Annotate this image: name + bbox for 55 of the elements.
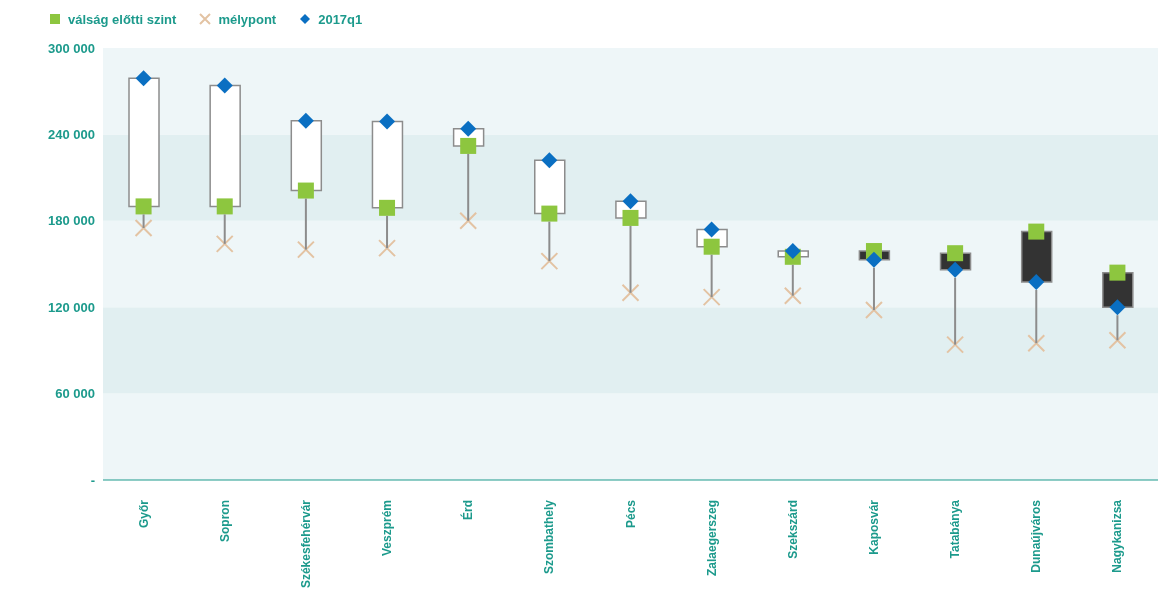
y-tick-label: 60 000 <box>55 386 95 402</box>
x-tick-label: Veszprém <box>380 500 395 557</box>
point <box>702 288 721 307</box>
x-tick-label: Tatabánya <box>948 499 963 559</box>
point <box>1109 299 1126 316</box>
bar <box>371 120 404 209</box>
point <box>783 286 802 305</box>
point <box>540 252 559 271</box>
point <box>541 205 558 222</box>
legend-label: 2017q1 <box>317 11 363 27</box>
legend-label: mélypont <box>217 11 277 27</box>
x-tick-label: Győr <box>136 499 151 529</box>
point <box>379 199 396 216</box>
x-tick-label: Kaposvár <box>866 499 881 555</box>
point <box>378 239 397 258</box>
point <box>1027 334 1046 353</box>
x-tick-label: Sopron <box>217 500 232 542</box>
point <box>460 120 477 137</box>
point <box>135 70 152 87</box>
y-tick-label: - <box>90 472 95 488</box>
point <box>297 112 314 129</box>
point <box>946 335 965 354</box>
x-tick-label: Szombathely <box>542 499 557 575</box>
point <box>541 152 558 169</box>
point <box>215 234 234 253</box>
x-tick-label: Pécs <box>623 499 638 529</box>
x-tick-label: Érd <box>460 500 476 521</box>
y-tick-label: 300 000 <box>48 40 95 56</box>
point <box>379 113 396 130</box>
legend-label: válság előtti szint <box>67 11 177 27</box>
y-tick-label: 120 000 <box>48 299 95 315</box>
x-tick-label: Nagykanizsa <box>1110 499 1125 573</box>
point <box>864 301 883 320</box>
point <box>865 251 882 268</box>
point <box>135 198 152 215</box>
point <box>1028 223 1045 240</box>
x-tick-label: Dunaújváros <box>1029 499 1044 573</box>
x-tick-label: Szekszárd <box>785 500 800 559</box>
point <box>297 182 314 199</box>
point <box>459 211 478 230</box>
x-tick-label: Zalaegerszeg <box>704 500 719 577</box>
x-tick-label: Székesfehérvár <box>298 499 313 589</box>
y-tick-label: 180 000 <box>48 213 95 229</box>
point <box>216 77 233 94</box>
point <box>1028 274 1045 290</box>
point <box>621 283 640 302</box>
point <box>216 198 233 215</box>
bar <box>209 84 241 208</box>
point <box>1108 331 1127 350</box>
point <box>784 243 801 260</box>
y-tick-label: 240 000 <box>48 127 95 143</box>
bar <box>128 77 160 208</box>
point <box>296 240 315 259</box>
point <box>134 219 153 237</box>
point <box>1109 264 1126 281</box>
